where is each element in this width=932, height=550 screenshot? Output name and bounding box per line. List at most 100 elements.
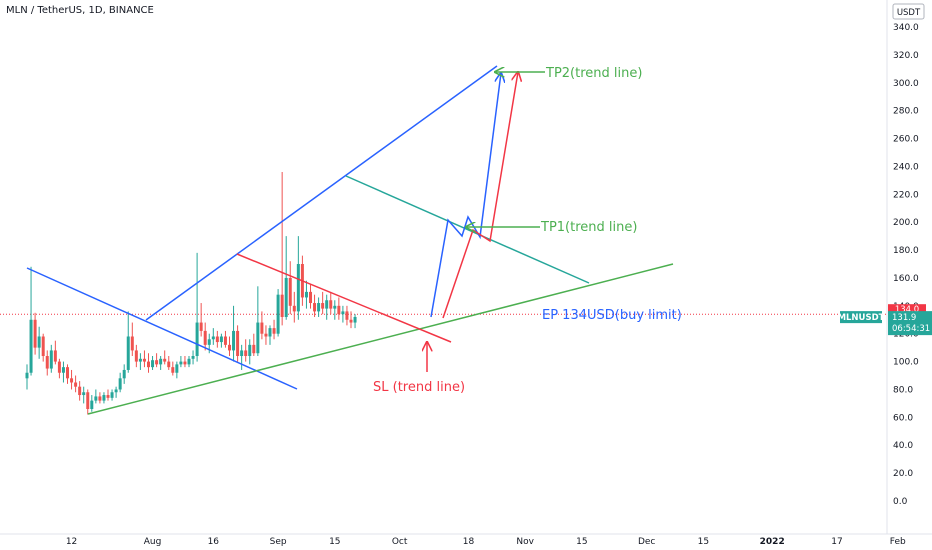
- chart-title: MLN / TetherUS, 1D, BINANCE: [6, 5, 154, 16]
- candle-body: [240, 350, 244, 357]
- x-tick-label: 2022: [760, 537, 785, 547]
- candle-body: [325, 300, 329, 309]
- candle-body: [134, 350, 138, 362]
- candle-body: [232, 330, 236, 351]
- candle-body: [248, 344, 252, 357]
- y-tick-label: 180.0: [893, 246, 919, 256]
- candle-body: [292, 305, 296, 312]
- candle-body: [191, 356, 195, 359]
- candle-body: [106, 395, 110, 398]
- candle-body: [41, 336, 45, 357]
- candle-body: [288, 277, 292, 306]
- x-tick-label: Sep: [270, 537, 287, 547]
- candle-body: [57, 361, 61, 373]
- currency-label: USDT: [897, 8, 921, 18]
- candle-body: [61, 367, 65, 373]
- candle-body: [296, 264, 300, 312]
- candle-body: [78, 386, 82, 396]
- candle-body: [321, 303, 325, 309]
- y-tick-label: 160.0: [893, 274, 919, 284]
- candle-body: [264, 333, 268, 337]
- price-axis[interactable]: 0.020.040.060.080.0100.0120.0140.0160.01…: [893, 23, 919, 507]
- x-tick-label: Aug: [144, 537, 162, 547]
- x-tick-label: 17: [831, 537, 842, 547]
- candle-body: [29, 319, 33, 373]
- candle-body: [45, 356, 49, 369]
- symbol-marker: MLNUSDT: [838, 311, 885, 324]
- candle-body: [199, 322, 203, 331]
- candle-body: [203, 330, 207, 345]
- candle-body: [98, 396, 102, 401]
- y-tick-label: 320.0: [893, 51, 919, 61]
- candle-body: [236, 330, 240, 357]
- time-axis[interactable]: 12 Aug 16 Sep 15 Oct 18 Nov 15 Dec 15 2022 17 Feb: [66, 537, 906, 547]
- candle-body: [37, 336, 41, 348]
- x-tick-label: 15: [698, 537, 709, 547]
- y-tick-label: 340.0: [893, 23, 919, 33]
- candle-body: [211, 336, 215, 340]
- candle-body: [155, 360, 159, 365]
- candle-body: [74, 382, 78, 387]
- blue-rising-line[interactable]: [145, 65, 498, 321]
- candle-body: [86, 392, 90, 409]
- tp2-label[interactable]: TP2(trend line): [545, 66, 642, 81]
- x-tick-label: 18: [463, 537, 475, 547]
- x-tick-label: Feb: [890, 537, 906, 547]
- candle-body: [219, 336, 223, 343]
- candle-body: [102, 395, 106, 401]
- y-tick-label: 40.0: [893, 441, 913, 451]
- candle-body: [215, 336, 219, 343]
- candle-body: [244, 350, 248, 357]
- candle-body: [268, 328, 272, 337]
- y-tick-label: 20.0: [893, 469, 913, 479]
- candle-body: [151, 360, 155, 368]
- candle-body: [53, 350, 57, 362]
- tp1-label[interactable]: TP1(trend line): [540, 220, 637, 235]
- candle-body: [317, 303, 321, 312]
- candle-body: [66, 367, 69, 379]
- candle-body: [329, 300, 333, 309]
- candle-body: [304, 291, 308, 298]
- candle-body: [159, 358, 163, 365]
- blue-projection-path[interactable]: [430, 73, 501, 318]
- candle-body: [252, 344, 256, 354]
- red-descending-line[interactable]: [236, 253, 452, 343]
- candle-body: [147, 361, 150, 368]
- candlestick-series: [25, 171, 357, 415]
- red-projection-path[interactable]: [442, 72, 518, 319]
- candle-body: [183, 361, 187, 365]
- candle-body: [122, 369, 126, 379]
- y-tick-label: 80.0: [893, 385, 913, 395]
- candle-body: [345, 311, 349, 320]
- candle-body: [126, 336, 130, 370]
- limit-price-marker: 134.0: [888, 304, 926, 316]
- currency-box[interactable]: USDT: [892, 3, 925, 20]
- x-tick-label: 12: [66, 537, 77, 547]
- y-tick-label: 240.0: [893, 162, 919, 172]
- blue-resistance-line[interactable]: [26, 267, 298, 390]
- last-price-label: 131.9: [892, 313, 916, 323]
- candle-body: [284, 277, 288, 317]
- candle-body: [313, 303, 317, 312]
- sl-label[interactable]: SL (trend line): [373, 380, 465, 395]
- candle-body: [130, 336, 134, 351]
- green-support-line[interactable]: [87, 263, 674, 415]
- candle-body: [167, 361, 171, 368]
- countdown-label: 06:54:31: [892, 324, 930, 334]
- limit-price-label: 134.0: [895, 305, 919, 315]
- ep-label[interactable]: EP 134USD(buy limit): [542, 308, 682, 323]
- y-tick-label: 0.0: [893, 497, 908, 507]
- candle-body: [228, 344, 231, 351]
- candle-body: [276, 294, 280, 334]
- y-tick-label: 220.0: [893, 190, 919, 200]
- candle-body: [142, 358, 146, 362]
- symbol-label: MLNUSDT: [838, 313, 885, 323]
- candle-body: [349, 319, 353, 323]
- y-tick-label: 260.0: [893, 135, 919, 145]
- candle-body: [138, 358, 142, 362]
- candle-body: [82, 392, 86, 396]
- candle-body: [70, 378, 74, 383]
- candle-body: [90, 400, 94, 409]
- y-tick-label: 300.0: [893, 79, 919, 89]
